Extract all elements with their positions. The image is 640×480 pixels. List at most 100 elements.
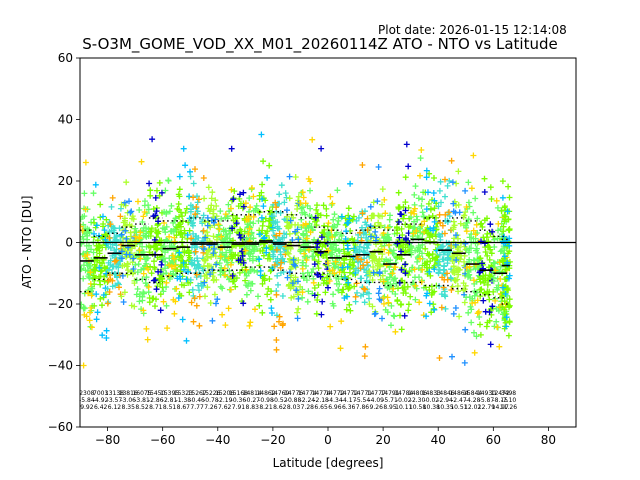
bin-stat-std: 7.26	[204, 404, 218, 411]
x-tick-label: −60	[150, 433, 175, 447]
bin-statistics: 2308-5.849.92 7003-4.926.42 13138-3.576.12…	[79, 390, 517, 411]
bin-stat-std: 8.21	[259, 404, 273, 411]
bin-stat-mean: -2.18	[313, 397, 329, 404]
bin-stat-std: 8.35	[122, 404, 136, 411]
x-tick-label: 60	[486, 433, 501, 447]
bin-stat-count: 15168	[229, 390, 248, 397]
bin-stat-mean: -8.15	[492, 397, 508, 404]
bin-stat-std: 8.83	[246, 404, 260, 411]
scatter-group-outlier	[132, 158, 152, 343]
scatter-group-outlier	[271, 199, 289, 353]
bin-stat-std: 10.58	[409, 404, 426, 411]
y-tick-label: −20	[48, 297, 73, 311]
y-tick-label: 0	[65, 236, 73, 250]
bin-stat-count: 12472	[491, 390, 510, 397]
bin-stat-count: 14769	[270, 390, 289, 397]
bin-stat-count: 3498	[501, 390, 516, 397]
bin-stat-mean: -4.17	[341, 397, 357, 404]
bin-stat-count: 15450	[146, 390, 165, 397]
y-tick-label: 40	[58, 113, 73, 127]
bin-stat-count: 14862	[256, 390, 275, 397]
bin-stat-mean: -0.02	[396, 397, 412, 404]
bin-stat-count: 14772	[325, 390, 344, 397]
bin-stat-mean: -2.86	[148, 397, 164, 404]
scatter-group-outlier	[408, 147, 428, 319]
scatter-points	[80, 131, 513, 369]
x-tick-label: 0	[324, 433, 332, 447]
bin-stat-std: 9.26	[370, 404, 384, 411]
bin-stat-std: 8.67	[177, 404, 191, 411]
bin-percentiles	[80, 211, 510, 305]
bin-stat-count: 14771	[353, 390, 372, 397]
scatter-group-outlier	[352, 162, 371, 360]
bin-stat-mean: -5.84	[79, 397, 95, 404]
bin-stat-std: 6.65	[314, 404, 328, 411]
bin-stat-mean: -4.34	[327, 397, 343, 404]
scatter-group-outlier	[367, 164, 385, 322]
bin-stat-mean: -3.81	[134, 397, 150, 404]
bin-stat-count: 14806	[408, 390, 427, 397]
bin-stat-mean: -5.71	[382, 397, 398, 404]
bin-stat-mean: -0.02	[424, 397, 440, 404]
bin-stat-count: 15323	[174, 390, 193, 397]
x-tick-label: 40	[431, 433, 446, 447]
x-tick-label: −20	[260, 433, 285, 447]
y-tick-label: −40	[48, 359, 73, 373]
scatter-group-outlier	[297, 136, 317, 296]
bin-stat-mean: -4.09	[368, 397, 384, 404]
scatter-group-outlier	[436, 157, 455, 361]
bin-stat-std: 7.86	[356, 404, 370, 411]
bin-stat-mean: -0.52	[272, 397, 288, 404]
chart-title: S-O3M_GOME_VOD_XX_M01_20260114Z ATO - NT…	[82, 35, 558, 53]
scatter-group-outlier	[256, 131, 276, 316]
bin-stat-mean: -0.88	[286, 397, 302, 404]
scatter-group-outlier	[160, 220, 180, 332]
bin-stat-mean: -4.28	[465, 397, 481, 404]
bin-stat-std: 10.38	[423, 404, 440, 411]
x-tick-label: 80	[541, 433, 556, 447]
bin-stat-std: 6.42	[94, 404, 108, 411]
bin-stat-mean: -7.10	[501, 397, 517, 404]
bin-stat-std: 12.79	[478, 404, 495, 411]
scatter-group-outlier	[174, 145, 193, 344]
x-tick-label: −40	[205, 433, 230, 447]
scatter-group-outlier	[104, 194, 125, 307]
bin-stat-count: 14774	[298, 390, 317, 397]
bin-stat-count: 14791	[380, 390, 399, 397]
bin-stat-std: 14.97	[492, 404, 509, 411]
scatter-group-outlier	[394, 141, 413, 319]
bin-stat-std: 10.35	[437, 404, 454, 411]
bin-stat-count: 15267	[188, 390, 207, 397]
bin-stat-std: 8.52	[135, 404, 149, 411]
bin-stat-std: 8.71	[149, 404, 163, 411]
plot-date: Plot date: 2026-01-15 12:14:08	[378, 23, 567, 37]
bin-stat-std: 12.02	[464, 404, 481, 411]
bin-stat-std: 8.62	[273, 404, 287, 411]
y-tick-label: −60	[48, 420, 73, 434]
bin-stat-mean: -5.54	[355, 397, 371, 404]
bin-stat-mean: -5.87	[479, 397, 495, 404]
bin-stat-std: 11.26	[500, 404, 517, 411]
bin-stat-count: 13138	[105, 390, 124, 397]
bin-stat-std: 10.51	[450, 404, 467, 411]
bin-stat-std: 8.51	[163, 404, 177, 411]
bin-stat-count: 15844	[463, 390, 482, 397]
bin-stat-mean: -0.36	[231, 397, 247, 404]
bin-stat-mean: -0.98	[258, 397, 274, 404]
scatter-group-outlier	[463, 152, 483, 356]
bin-stat-std: 8.03	[287, 404, 301, 411]
bin-stat-count: 14864	[449, 390, 468, 397]
bin-stat-std: 7.77	[190, 404, 204, 411]
scatter-group-outlier	[449, 179, 469, 366]
bin-stat-mean: -2.94	[437, 397, 453, 404]
bin-stat-mean: -0.78	[203, 397, 219, 404]
bin-stat-mean: -2.30	[410, 397, 426, 404]
scatter-group-outlier	[380, 196, 399, 335]
y-tick-label: 20	[58, 174, 73, 188]
x-axis-label: Latitude [degrees]	[273, 456, 384, 470]
scatter-group-outlier	[80, 159, 95, 369]
bin-stat-std: 6.12	[108, 404, 122, 411]
scatter-group-outlier	[228, 145, 248, 307]
bin-stat-std: 6.36	[342, 404, 356, 411]
bin-stat-count: 14846	[436, 390, 455, 397]
